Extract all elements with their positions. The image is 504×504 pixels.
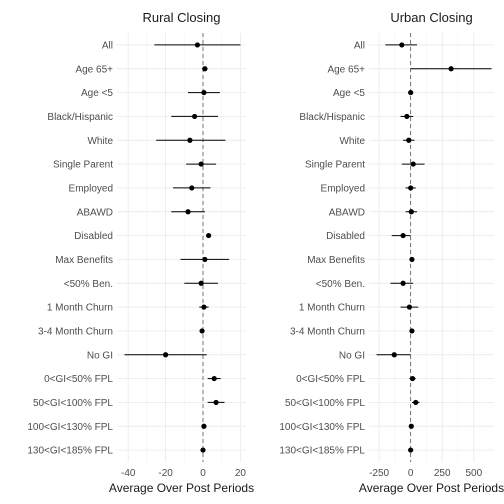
category-label-no-gi: No GI: [339, 350, 365, 361]
point-estimate-0-gi-50-fpl: [211, 375, 217, 382]
category-label-100-gi-130-fpl: 100<GI<130% FPL: [279, 422, 365, 433]
category-label-black-hispanic: Black/Hispanic: [47, 112, 113, 123]
point-estimate-single-parent: [198, 161, 204, 167]
category-label-age-5: Age <5: [81, 88, 113, 99]
panel-rural-closing: -40 -20 0 20 All Age 65+ Age <5 Black/Hispanic W…: [27, 10, 254, 495]
category-label-50-gi-100-fpl: 50<GI<100% FPL: [285, 398, 365, 409]
category-label-3-4-month-churn: 3-4 Month Churn: [290, 326, 365, 337]
x-tick-label: -40: [121, 468, 136, 479]
category-label-max-benefits: Max Benefits: [307, 255, 365, 266]
point-estimate-black-hispanic: [404, 113, 410, 120]
category-label-no-gi: No GI: [87, 350, 113, 361]
point-estimate-disabled: [206, 232, 212, 239]
point-estimate-disabled: [400, 232, 406, 239]
point-estimate-all: [399, 42, 405, 48]
category-label-130-gi-185-fpl: 130<GI<185% FPL: [279, 446, 365, 457]
point-estimate-max-benefits: [202, 256, 208, 263]
category-label-age-65: Age 65+: [327, 64, 365, 75]
panel-urban-closing: -250 0 250 500 All Age 65+ Age <5 Black/Hispani…: [279, 10, 504, 495]
category-label-50-ben: <50% Ben.: [64, 279, 113, 290]
category-label-max-benefits: Max Benefits: [55, 255, 113, 266]
point-estimate-no-gi: [163, 352, 169, 358]
category-label-1-month-churn: 1 Month Churn: [299, 303, 365, 314]
point-estimate-0-gi-50-fpl: [409, 375, 416, 382]
point-estimate-3-4-month-churn: [409, 328, 415, 334]
point-estimate-white: [406, 137, 412, 143]
point-estimate-all: [194, 42, 200, 48]
x-tick-label: 0: [408, 468, 414, 479]
point-estimate-no-gi: [391, 352, 397, 358]
point-estimate-single-parent: [410, 161, 416, 167]
point-estimate-employed: [189, 185, 195, 191]
x-tick-label: -20: [158, 468, 173, 479]
point-estimate-age-65: [448, 66, 454, 72]
category-label-0-gi-50-fpl: 0<GI<50% FPL: [296, 374, 365, 385]
point-estimate-50-gi-100-fpl: [213, 399, 219, 406]
category-label-1-month-churn: 1 Month Churn: [47, 303, 113, 314]
point-estimate-50-ben: [198, 280, 204, 286]
category-label-abawd: ABAWD: [329, 207, 365, 218]
category-label-age-65: Age 65+: [75, 64, 113, 75]
point-estimate-employed: [408, 185, 414, 191]
point-estimate-3-4-month-churn: [199, 328, 205, 334]
category-label-50-gi-100-fpl: 50<GI<100% FPL: [33, 398, 113, 409]
x-tick-label: -250: [369, 468, 389, 479]
category-label-0-gi-50-fpl: 0<GI<50% FPL: [44, 374, 113, 385]
category-label-all: All: [354, 40, 365, 51]
point-estimate-abawd: [408, 209, 414, 215]
category-label-white: White: [87, 136, 113, 147]
x-axis-title: Average Over Post Periods: [359, 481, 504, 495]
point-estimate-1-month-churn: [201, 304, 207, 310]
category-label-single-parent: Single Parent: [53, 160, 113, 171]
point-estimate-130-gi-185-fpl: [200, 447, 206, 453]
category-label-single-parent: Single Parent: [305, 160, 365, 171]
category-label-employed: Employed: [321, 183, 365, 194]
point-estimate-age-5: [201, 89, 207, 96]
x-tick-label: 500: [465, 468, 482, 479]
point-estimate-50-ben: [400, 280, 406, 286]
point-estimate-max-benefits: [409, 256, 415, 263]
panel-title: Urban Closing: [390, 10, 472, 25]
point-estimate-white: [187, 137, 193, 143]
category-label-disabled: Disabled: [326, 231, 365, 242]
category-label-abawd: ABAWD: [77, 207, 113, 218]
point-estimate-1-month-churn: [406, 304, 413, 310]
category-label-white: White: [339, 136, 365, 147]
category-label-age-5: Age <5: [333, 88, 365, 99]
x-tick-label: 0: [200, 468, 206, 479]
point-estimate-130-gi-185-fpl: [408, 447, 414, 453]
point-estimate-100-gi-130-fpl: [408, 423, 414, 429]
category-label-black-hispanic: Black/Hispanic: [299, 112, 365, 123]
point-estimate-black-hispanic: [191, 113, 198, 120]
category-label-all: All: [102, 40, 113, 51]
point-estimate-abawd: [185, 209, 191, 215]
category-label-employed: Employed: [69, 183, 113, 194]
category-label-disabled: Disabled: [74, 231, 113, 242]
x-axis-title: Average Over Post Periods: [109, 481, 254, 495]
point-estimate-age-5: [408, 89, 414, 96]
category-label-100-gi-130-fpl: 100<GI<130% FPL: [27, 422, 113, 433]
category-label-3-4-month-churn: 3-4 Month Churn: [38, 326, 113, 337]
x-tick-label: 20: [235, 468, 247, 479]
category-label-50-ben: <50% Ben.: [316, 279, 365, 290]
point-estimate-age-65: [202, 66, 208, 72]
point-estimate-50-gi-100-fpl: [413, 399, 419, 406]
x-tick-label: 250: [434, 468, 451, 479]
category-label-130-gi-185-fpl: 130<GI<185% FPL: [27, 446, 113, 457]
point-estimate-100-gi-130-fpl: [201, 423, 207, 429]
panel-title: Rural Closing: [142, 10, 220, 25]
